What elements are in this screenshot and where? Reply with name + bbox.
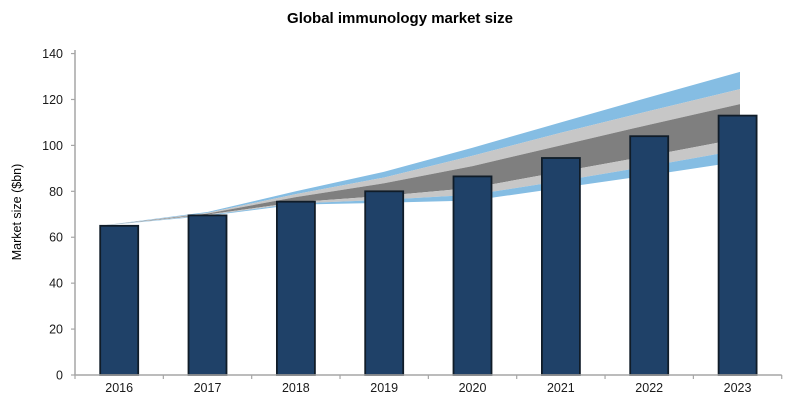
bar-2018	[275, 200, 316, 376]
x-label-2017: 2017	[194, 381, 222, 395]
bar-2021	[541, 157, 581, 376]
y-tick-label-100: 100	[42, 139, 63, 153]
y-tick-label-60: 60	[49, 231, 63, 245]
y-axis-title: Market size ($bn)	[10, 163, 24, 261]
x-label-2022: 2022	[635, 381, 663, 395]
bar-2020	[452, 175, 493, 376]
x-label-2023: 2023	[724, 381, 752, 395]
y-tick-label-20: 20	[49, 323, 63, 337]
x-label-2019: 2019	[370, 381, 398, 395]
x-label-2016: 2016	[105, 381, 133, 395]
bar-2016	[99, 224, 140, 376]
bar-2017	[187, 214, 228, 376]
y-tick-label-120: 120	[42, 93, 63, 107]
chart-title: Global immunology market size	[287, 10, 513, 27]
bar-2023	[717, 114, 758, 376]
bar-2022	[629, 135, 670, 376]
bar-2019	[364, 190, 405, 376]
y-tick-label-0: 0	[56, 369, 63, 383]
x-label-2021: 2021	[547, 381, 575, 395]
y-tick-label-40: 40	[49, 277, 63, 291]
x-label-2018: 2018	[282, 381, 310, 395]
x-label-2020: 2020	[459, 381, 487, 395]
y-tick-label-80: 80	[49, 185, 63, 199]
y-tick-label-140: 140	[42, 47, 63, 61]
